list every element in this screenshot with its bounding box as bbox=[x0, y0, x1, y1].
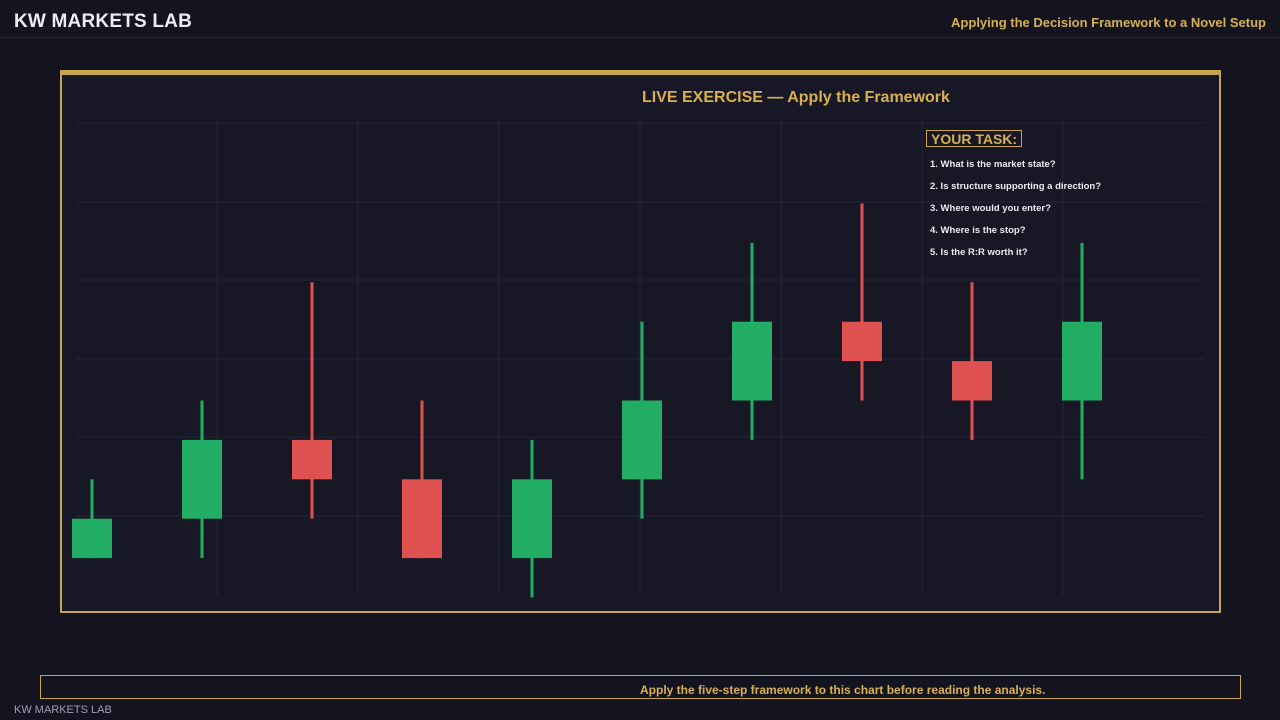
task-item: 2. Is structure supporting a direction? bbox=[930, 181, 1102, 192]
candle-body bbox=[842, 321, 882, 362]
task-item: 1. What is the market state? bbox=[930, 159, 1056, 170]
candle-body bbox=[292, 439, 332, 480]
candle-wick bbox=[90, 479, 94, 559]
candle-wick bbox=[860, 203, 864, 401]
instruction-box: Apply the five-step framework to this ch… bbox=[40, 675, 1241, 699]
top-bar: KW MARKETS LAB Applying the Decision Fra… bbox=[0, 0, 1280, 38]
candle-body bbox=[732, 321, 772, 401]
candle-body bbox=[402, 479, 442, 559]
task-item: 5. Is the R:R worth it? bbox=[930, 247, 1028, 258]
candle-body bbox=[72, 518, 112, 559]
brand-title: KW MARKETS LAB bbox=[14, 11, 193, 32]
candlestick-chart bbox=[72, 120, 1205, 598]
candle-body bbox=[952, 361, 992, 401]
chart-title: LIVE EXERCISE — Apply the Framework bbox=[642, 89, 950, 106]
footer-brand: KW MARKETS LAB bbox=[14, 704, 112, 716]
chart-panel: LIVE EXERCISE — Apply the Framework YOUR… bbox=[60, 70, 1221, 613]
task-item: 4. Where is the stop? bbox=[930, 225, 1026, 236]
candle-body bbox=[1062, 321, 1102, 401]
candle-wick bbox=[310, 282, 314, 519]
instruction-text: Apply the five-step framework to this ch… bbox=[640, 683, 1046, 697]
task-list: 1. What is the market state? 2. Is struc… bbox=[926, 159, 1166, 269]
page-subtitle: Applying the Decision Framework to a Nov… bbox=[951, 15, 1266, 30]
task-box: YOUR TASK: 1. What is the market state? … bbox=[926, 130, 1166, 269]
task-heading: YOUR TASK: bbox=[926, 130, 1023, 147]
candle-body bbox=[182, 439, 222, 519]
task-item: 3. Where would you enter? bbox=[930, 203, 1051, 214]
candle-body bbox=[622, 400, 662, 480]
candle-body bbox=[512, 479, 552, 559]
